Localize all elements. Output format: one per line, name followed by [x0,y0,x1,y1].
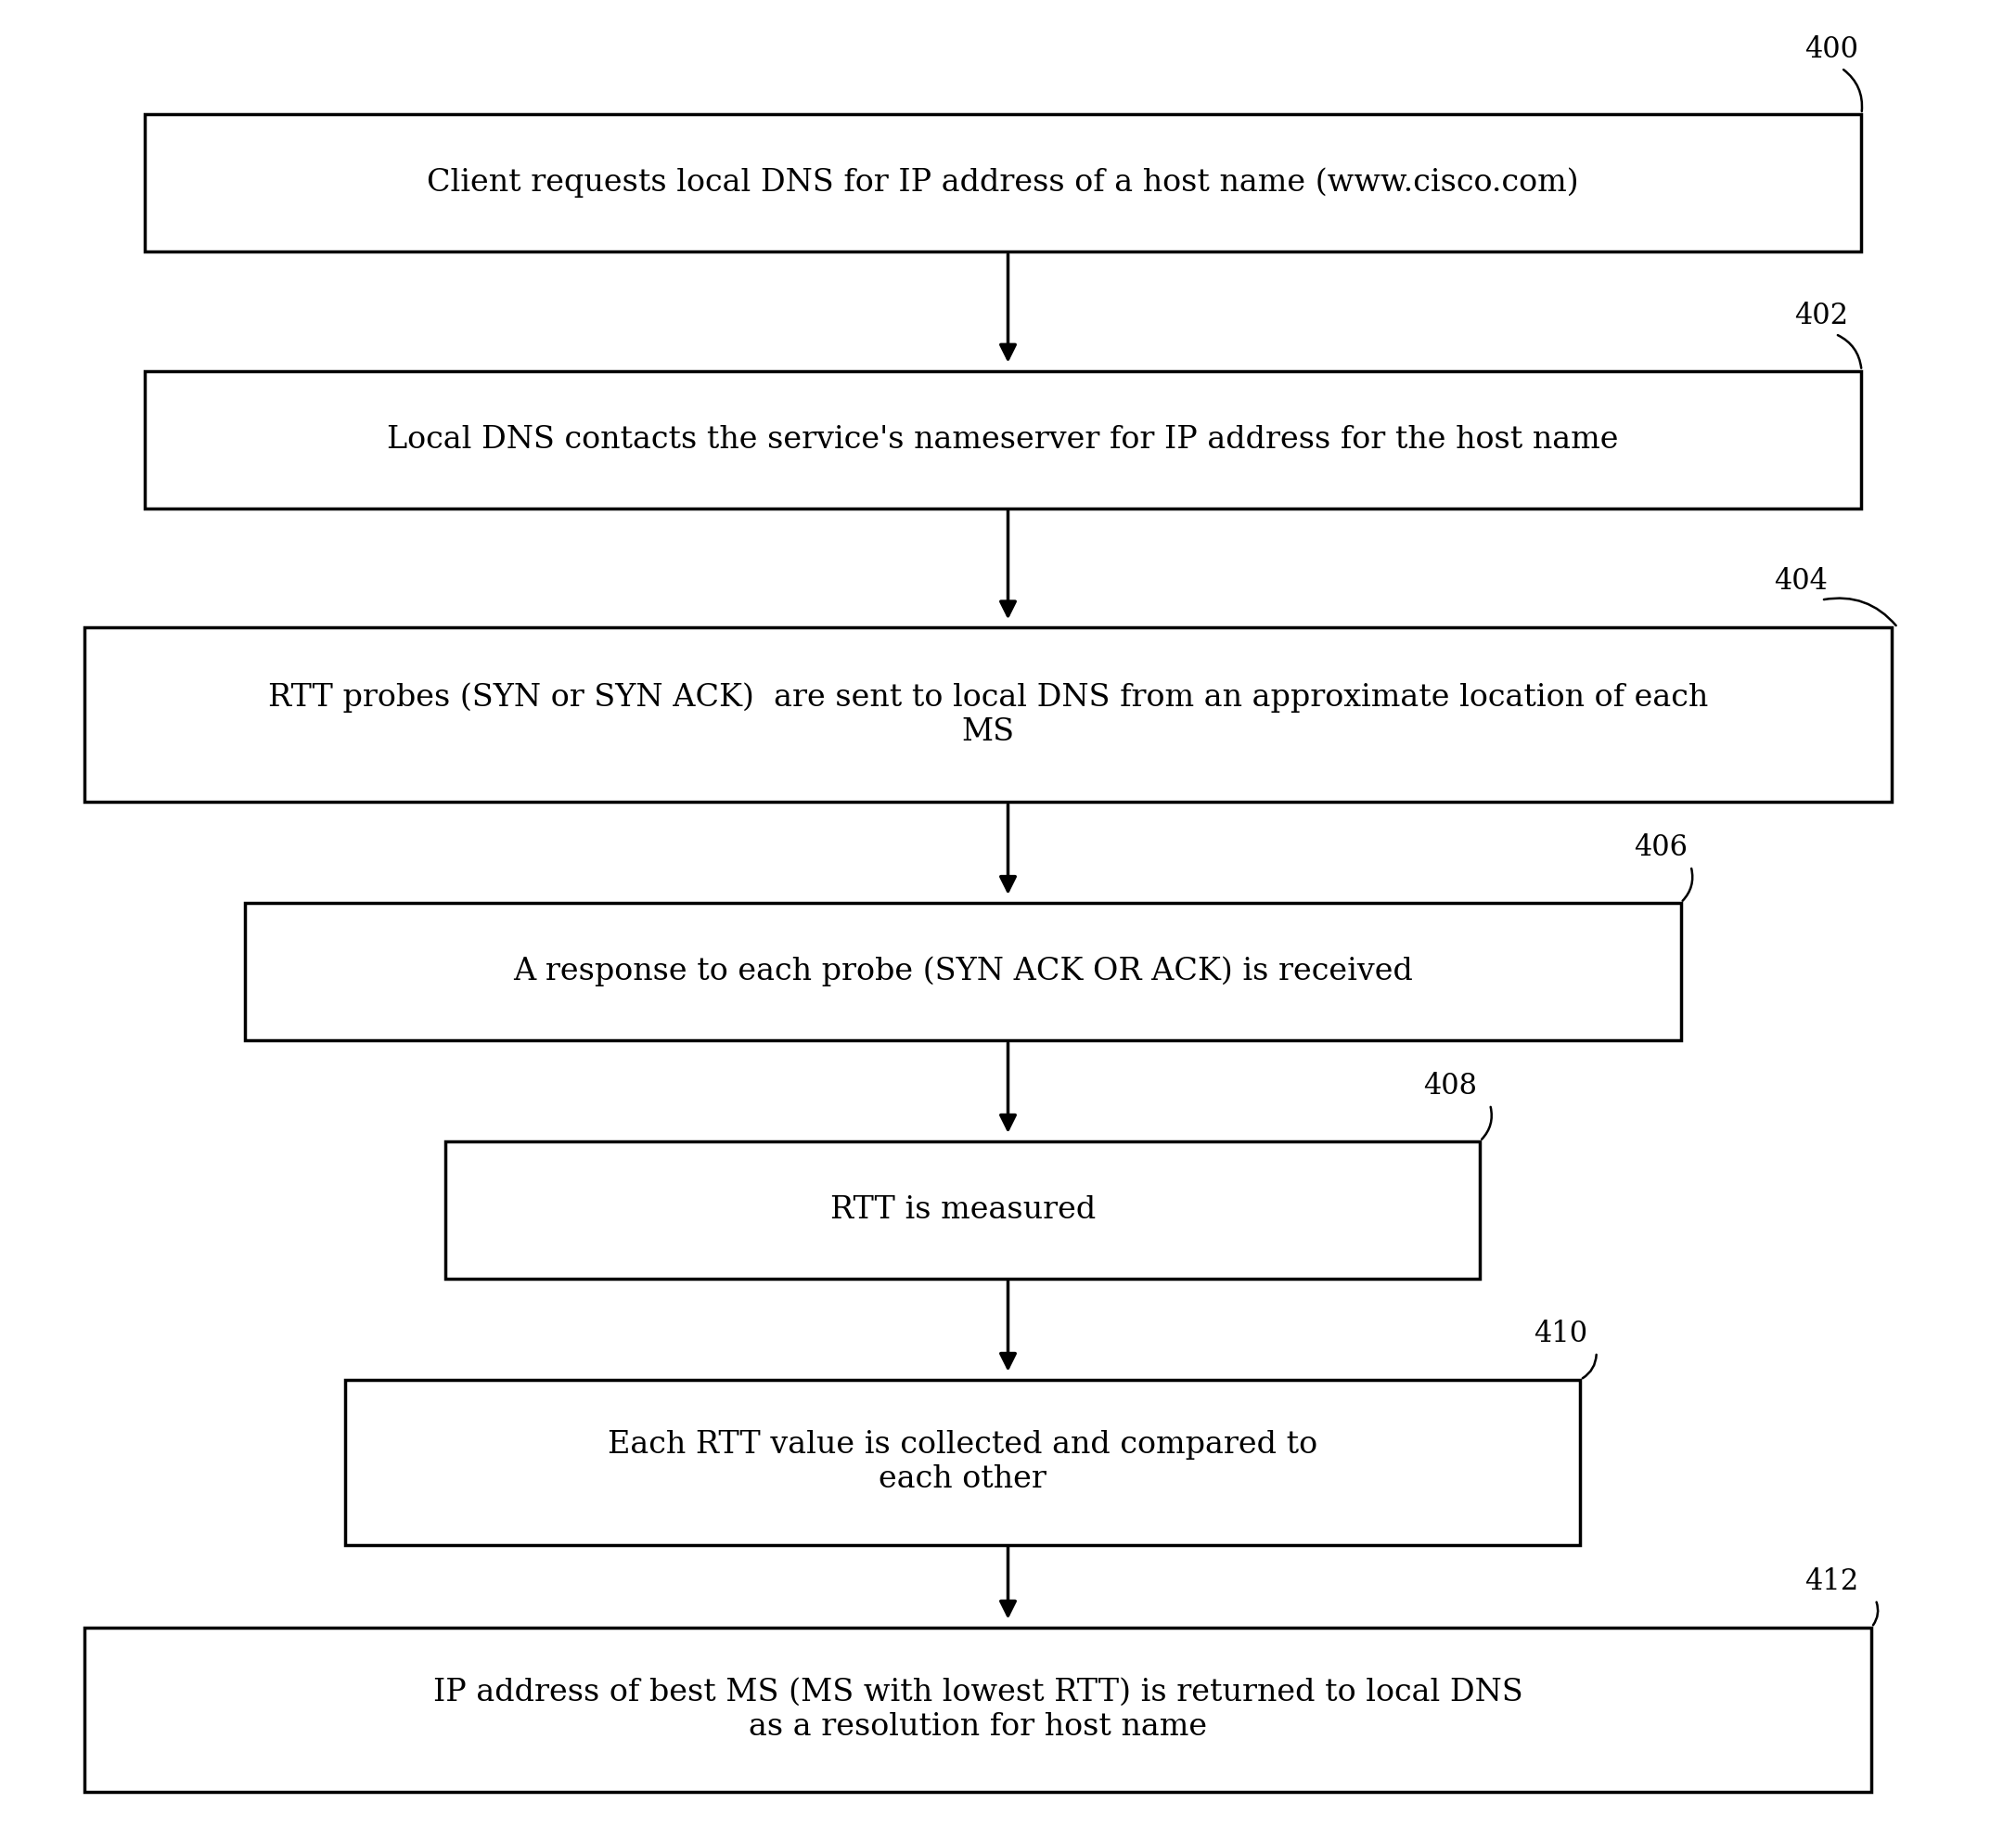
FancyBboxPatch shape [145,370,1861,508]
Text: 408: 408 [1423,1072,1478,1100]
Text: IP address of best MS (MS with lowest RTT) is returned to local DNS
as a resolut: IP address of best MS (MS with lowest RT… [433,1678,1522,1743]
Text: 402: 402 [1794,302,1849,330]
Text: 404: 404 [1774,567,1829,597]
FancyBboxPatch shape [85,1626,1871,1792]
FancyBboxPatch shape [85,628,1891,801]
Text: RTT probes (SYN or SYN ACK)  are sent to local DNS from an approximate location : RTT probes (SYN or SYN ACK) are sent to … [268,682,1708,748]
Text: A response to each probe (SYN ACK OR ACK) is received: A response to each probe (SYN ACK OR ACK… [512,956,1413,987]
Text: RTT is measured: RTT is measured [831,1195,1095,1225]
FancyBboxPatch shape [446,1140,1480,1278]
Text: Each RTT value is collected and compared to
each other: Each RTT value is collected and compared… [609,1429,1318,1494]
FancyBboxPatch shape [345,1380,1581,1545]
FancyBboxPatch shape [244,903,1681,1041]
Text: 412: 412 [1804,1568,1859,1595]
Text: Local DNS contacts the service's nameserver for IP address for the host name: Local DNS contacts the service's nameser… [387,426,1619,455]
FancyBboxPatch shape [145,114,1861,252]
Text: 400: 400 [1804,35,1859,64]
Text: Client requests local DNS for IP address of a host name (www.cisco.com): Client requests local DNS for IP address… [427,168,1579,197]
Text: 410: 410 [1534,1319,1587,1348]
Text: 406: 406 [1633,833,1687,862]
